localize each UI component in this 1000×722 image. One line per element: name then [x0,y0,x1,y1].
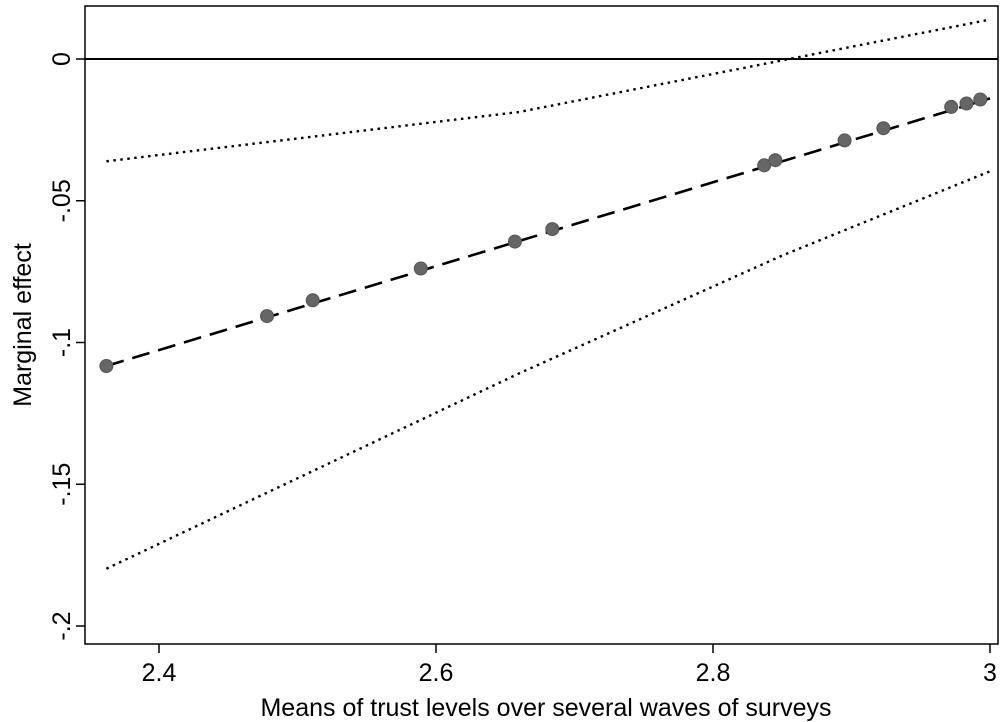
data-point [973,92,988,107]
data-point [99,359,114,373]
x-axis-label: Means of trust levels over several waves… [260,694,831,722]
x-tick-label: 2.8 [696,659,731,687]
y-axis-label: Marginal effect [9,243,37,407]
x-tick-label: 2.6 [419,659,454,687]
data-point [305,293,320,308]
y-tick-label: 0 [48,52,76,66]
data-point [959,96,974,111]
upper-bound-line [106,18,991,163]
data-point [876,121,891,136]
y-tick-label: -.1 [48,328,76,357]
points-layer [99,92,988,373]
y-tick-label: -.15 [48,463,76,506]
y-axis-ticks: 0 -.05 -.1 -.15 -.2 [48,52,85,641]
data-point [507,234,522,249]
y-tick-label: -.2 [48,611,76,640]
data-point [837,133,852,148]
x-axis-ticks: 2.4 2.6 2.8 3 [142,644,997,687]
x-tick-label: 2.4 [142,659,177,687]
data-point [260,309,274,324]
data-point [545,222,560,237]
data-point [413,261,428,276]
x-tick-label: 3 [983,659,997,687]
plot-frame [84,5,999,645]
data-point [768,153,783,168]
data-point [944,99,959,114]
y-tick-label: -.05 [48,179,76,222]
series-layer [105,18,991,570]
